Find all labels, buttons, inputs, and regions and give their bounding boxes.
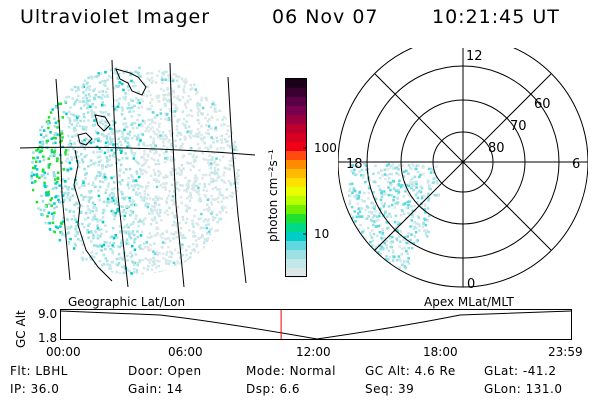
colorbar-cell (286, 178, 306, 188)
colorbar-cell (286, 259, 306, 269)
mlt-label-12: 12 (466, 49, 483, 64)
colorbar-cell (286, 97, 306, 107)
apex-label: Apex MLat/MLT (424, 295, 514, 309)
colorbar-cell (286, 232, 306, 242)
mlt-label-6: 6 (572, 157, 580, 172)
colorbar-tick-10: 10 (314, 227, 330, 241)
geographic-globe-image (20, 59, 255, 288)
altitude-plot (60, 309, 572, 340)
info-gain: Gain: 14 (128, 382, 183, 396)
mlt-label-0: 0 (467, 277, 475, 292)
altitude-plot-frame (60, 309, 572, 340)
colorbar-cell (286, 88, 306, 98)
colorbar-cell (286, 196, 306, 206)
info-ip: IP: 36.0 (10, 382, 60, 396)
colorbar-unit-label: photon cm⁻²s⁻¹ (266, 149, 280, 242)
mlt-line-diagonal-b (374, 73, 552, 251)
info-door: Door: Open (128, 364, 202, 378)
info-seq: Seq: 39 (365, 382, 415, 396)
altitude-axis-label: GC Alt (14, 310, 28, 348)
altitude-tick-9: 9.0 (38, 307, 58, 321)
time-tick-0600: 06:00 (168, 345, 203, 359)
info-flt: Flt: LBHL (10, 364, 68, 378)
time-tick-2359: 23:59 (548, 345, 583, 359)
colorbar-cell (286, 187, 306, 197)
info-dsp: Dsp: 6.6 (246, 382, 301, 396)
time-tick-0000: 00:00 (46, 345, 81, 359)
altitude-tick-1-8: 1.8 (38, 331, 58, 345)
colorbar-cell (286, 241, 306, 251)
coastline (73, 68, 147, 282)
time-tick-1200: 12:00 (296, 345, 331, 359)
colorbar-cell (286, 250, 306, 260)
colorbar-cell (286, 214, 306, 224)
geographic-label: Geographic Lat/Lon (68, 295, 186, 309)
altitude-curve (60, 310, 572, 340)
info-gc-alt: GC Alt: 4.6 Re (365, 364, 456, 378)
time-tick-1800: 18:00 (423, 345, 458, 359)
colorbar-cell (286, 205, 306, 215)
colorbar-cell (286, 160, 306, 170)
colorbar-cell (286, 268, 306, 278)
mlat-label-60: 60 (534, 97, 551, 112)
colorbar-cell (286, 106, 306, 116)
info-mode: Mode: Normal (246, 364, 336, 378)
date-label: 06 Nov 07 (272, 6, 379, 28)
mlt-label-18: 18 (346, 157, 363, 172)
colorbar-cell (286, 142, 306, 152)
mlat-label-70: 70 (510, 119, 527, 134)
colorbar-cell (286, 79, 306, 89)
colorbar-cell (286, 151, 306, 161)
colorbar-tick-100: 100 (314, 141, 337, 155)
colorbar-cell (286, 169, 306, 179)
info-glat: GLat: -41.2 (484, 364, 557, 378)
instrument-title: Ultraviolet Imager (20, 6, 211, 28)
colorbar-cell (286, 223, 306, 233)
latitude-line (20, 146, 255, 156)
polar-plot: 12 18 6 0 60 70 80 (338, 48, 588, 292)
auroral-emission (348, 163, 440, 280)
colorbar-cell (286, 115, 306, 125)
info-glon: GLon: 131.0 (484, 382, 563, 396)
time-label: 10:21:45 UT (432, 6, 560, 28)
meridian-lines (55, 59, 247, 288)
colorbar (285, 78, 307, 278)
colorbar-cell (286, 133, 306, 143)
colorbar-cell (286, 124, 306, 134)
mlat-label-80: 80 (488, 141, 505, 156)
